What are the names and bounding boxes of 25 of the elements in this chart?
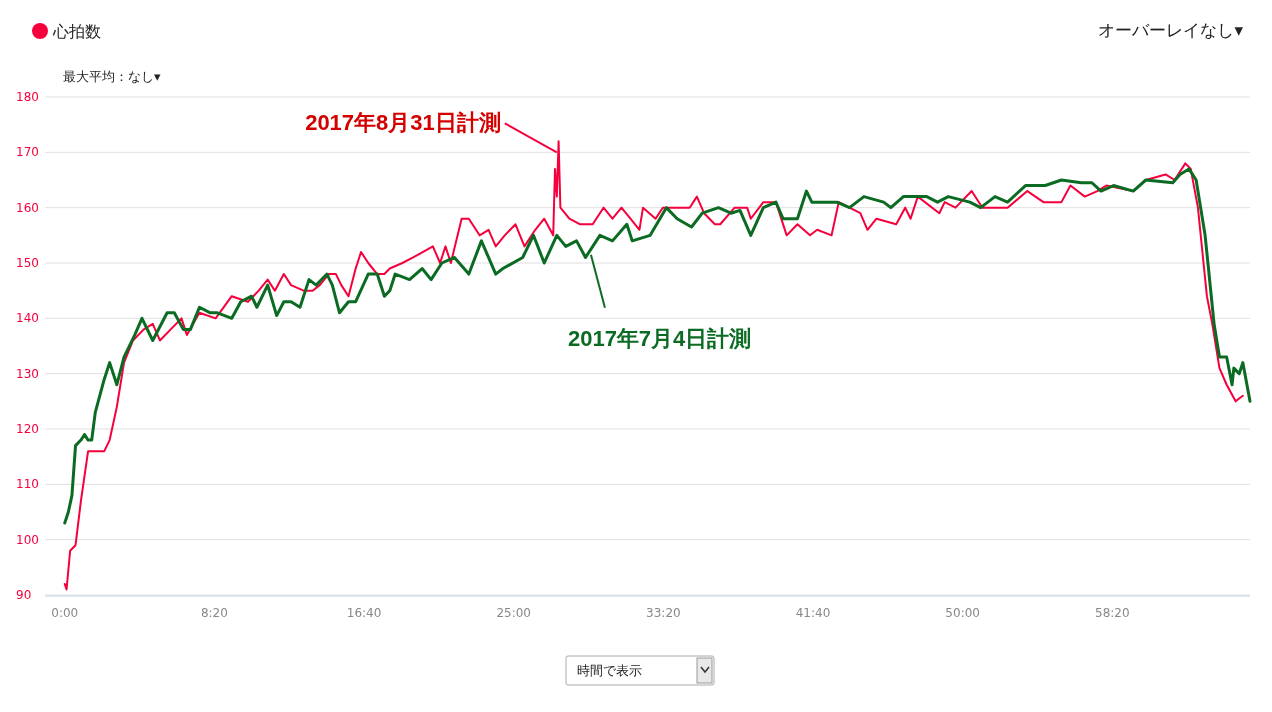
y-tick-label: 170 xyxy=(16,145,39,160)
legend: 心拍数 xyxy=(32,22,101,41)
y-tick-label: 160 xyxy=(16,200,39,215)
y-tick-label: 180 xyxy=(16,90,39,104)
y-tick-label: 140 xyxy=(16,311,39,326)
x-tick-label: 58:20 xyxy=(1095,606,1130,620)
x-tick-label: 8:20 xyxy=(200,606,228,620)
y-tick-label: 130 xyxy=(16,366,39,381)
legend-label: 心拍数 xyxy=(52,22,101,41)
annotation: 2017年7月4日計測 xyxy=(567,325,752,351)
annotation: 2017年8月31日計測 xyxy=(305,110,501,136)
text: 最大平均：なし▾ xyxy=(63,69,161,84)
select-box: 時間で表示 xyxy=(565,655,715,686)
y-tick-label: 150 xyxy=(16,256,39,270)
y-tick-label: 110 xyxy=(16,477,39,492)
y-tick-label: 100 xyxy=(16,532,39,547)
x-tick-label: 0:00 xyxy=(51,606,79,620)
text: オーバーレイなし▾ xyxy=(1098,20,1244,40)
x-tick-label: 50:00 xyxy=(945,606,980,620)
x-tick-label: 25:00 xyxy=(496,606,532,620)
x-tick-label: 41:40 xyxy=(795,606,831,620)
y-tick-label: 120 xyxy=(16,422,39,436)
x-tick-label: 16:40 xyxy=(346,606,382,620)
x-tick-label: 33:20 xyxy=(646,606,681,620)
y-tick-label: 90 xyxy=(16,588,32,602)
